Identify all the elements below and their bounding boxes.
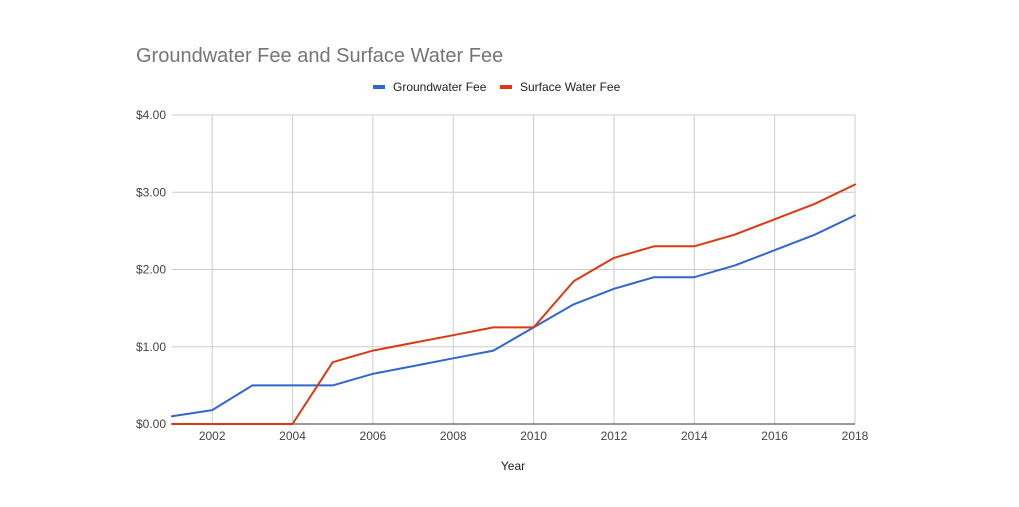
- series-line-groundwater-fee: [171, 214, 856, 418]
- legend: Groundwater Fee Surface Water Fee: [373, 80, 621, 94]
- series-line-surface-water-fee: [171, 183, 856, 425]
- x-tick-label: 2006: [360, 429, 387, 443]
- chart-title: Groundwater Fee and Surface Water Fee: [136, 45, 503, 67]
- series-layer: [171, 183, 856, 425]
- y-tick-label: $3.00: [136, 185, 166, 199]
- legend-label: Surface Water Fee: [520, 80, 621, 94]
- legend-item: Surface Water Fee: [500, 80, 621, 94]
- legend-item: Groundwater Fee: [373, 80, 487, 94]
- x-tick-label: 2010: [520, 429, 547, 443]
- y-tick-label: $2.00: [136, 263, 166, 277]
- y-tick-label: $4.00: [136, 108, 166, 122]
- x-tick-label: 2018: [842, 429, 869, 443]
- x-axis-label: Year: [501, 459, 525, 473]
- y-tick-label: $1.00: [136, 340, 166, 354]
- legend-label: Groundwater Fee: [393, 80, 487, 94]
- x-tick-label: 2016: [761, 429, 788, 443]
- y-axis-ticks: $0.00 $1.00 $2.00 $3.00 $4.00: [136, 108, 166, 431]
- x-tick-label: 2012: [601, 429, 628, 443]
- x-tick-label: 2002: [199, 429, 226, 443]
- x-tick-label: 2004: [279, 429, 306, 443]
- y-tick-label: $0.00: [136, 417, 166, 431]
- gridlines: [172, 114, 856, 424]
- x-axis-ticks: 2002 2004 2006 2008 2010 2012 2014 2016 2018: [199, 429, 869, 443]
- x-tick-label: 2014: [681, 429, 708, 443]
- x-tick-label: 2008: [440, 429, 467, 443]
